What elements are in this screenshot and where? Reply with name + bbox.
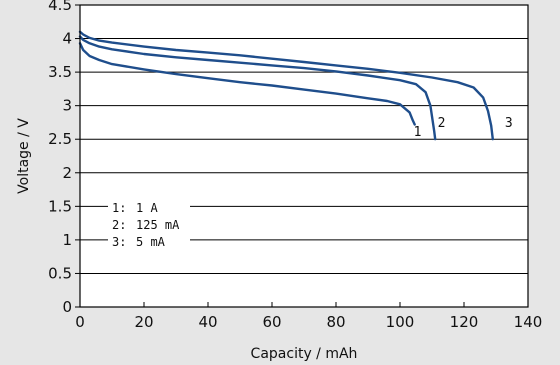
x-tick-label-5: 100	[386, 313, 415, 331]
y-tick-label-7: 3.5	[48, 63, 72, 81]
x-tick-label-6: 120	[450, 313, 479, 331]
legend-entry-label-2: 125 mA	[136, 218, 180, 232]
x-tick-label-2: 40	[198, 313, 217, 331]
x-tick-label-3: 60	[262, 313, 281, 331]
y-axis-title: Voltage / V	[16, 118, 32, 194]
curve-label-1: 1	[414, 125, 422, 140]
x-axis-ticks: 0 20 40 60 80 100 120 140	[75, 302, 542, 331]
y-tick-label-8: 4	[62, 30, 72, 48]
y-tick-label-4: 2	[62, 164, 72, 182]
plot-background	[80, 5, 528, 307]
x-tick-label-7: 140	[514, 313, 543, 331]
x-tick-label-0: 0	[75, 313, 85, 331]
curve-label-2: 2	[438, 116, 446, 131]
x-tick-label-4: 80	[326, 313, 345, 331]
curve-label-3: 3	[505, 116, 513, 131]
plot-frame	[79, 4, 529, 308]
series-line-1	[78, 42, 416, 126]
x-tick-label-1: 20	[134, 313, 153, 331]
y-tick-label-6: 3	[62, 97, 72, 115]
y-tick-label-3: 1.5	[48, 197, 72, 215]
series-group	[78, 30, 494, 141]
y-tick-label-5: 2.5	[48, 130, 72, 148]
x-axis-title: Capacity / mAh	[251, 346, 358, 362]
y-tick-label-2: 1	[62, 231, 72, 249]
legend-entry-number-1: 1:	[112, 201, 126, 215]
legend-entry-number-3: 3:	[112, 235, 126, 249]
y-tick-label-1: 0.5	[48, 264, 72, 282]
series-line-2	[78, 35, 437, 141]
y-axis-ticks: 0 0.5 1 1.5 2 2.5 3 3.5 4 4.5	[48, 0, 80, 316]
curve-labels: 1 2 3	[414, 116, 513, 140]
legend-entry-label-1: 1 A	[136, 201, 158, 215]
legend-entry-number-2: 2:	[112, 218, 126, 232]
series-line-3	[78, 30, 494, 141]
legend-background	[108, 198, 190, 255]
legend-entry-label-3: 5 mA	[136, 235, 166, 249]
y-tick-label-9: 4.5	[48, 0, 72, 14]
y-tick-label-0: 0	[62, 298, 72, 316]
legend: 1: 1 A 2: 125 mA 3: 5 mA	[108, 198, 190, 255]
